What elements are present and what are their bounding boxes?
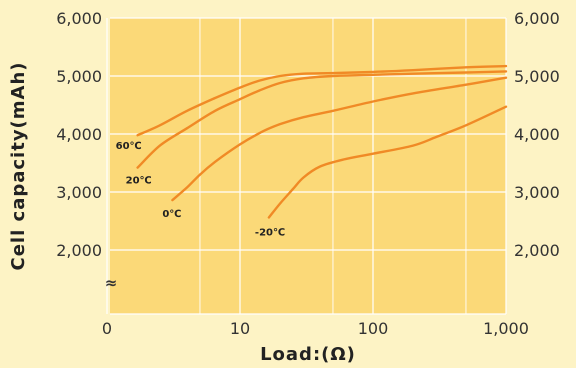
right-y-tick-label: 6,000: [514, 9, 560, 28]
right-y-tick-labels: 2,000 3,000 4,000 5,000 6,000: [514, 9, 560, 260]
grid: [106, 17, 507, 315]
x-tick-label: 1,000: [483, 319, 529, 338]
x-tick-label: 10: [230, 319, 250, 338]
series-lines: [136, 64, 508, 219]
series-line: [171, 76, 508, 202]
series-labels: 60℃ 20℃ 0℃ -20℃: [116, 141, 285, 238]
series-line: [136, 70, 508, 169]
right-y-tick-label: 5,000: [514, 67, 560, 86]
axis-break-symbol: ≈: [105, 274, 118, 292]
series-label: 20℃: [126, 176, 152, 187]
y-tick-label: 4,000: [56, 125, 102, 144]
right-y-tick-label: 2,000: [514, 241, 560, 260]
y-tick-label: 6,000: [56, 9, 102, 28]
x-tick-label: 100: [358, 319, 389, 338]
y-tick-label: 5,000: [56, 67, 102, 86]
x-tick-labels: 0 10 100 1,000: [102, 319, 529, 338]
plot-area: [110, 18, 506, 314]
left-y-tick-labels: 2,000 3,000 4,000 5,000 6,000: [56, 9, 102, 260]
y-tick-label: 2,000: [56, 241, 102, 260]
series-label: 60℃: [116, 141, 142, 152]
series-label: -20℃: [255, 228, 285, 239]
right-y-tick-label: 4,000: [514, 125, 560, 144]
y-tick-label: 3,000: [56, 183, 102, 202]
series-label: 0℃: [162, 209, 181, 220]
series-line: [136, 64, 508, 137]
y-axis-title: Cell capacity(mAh): [8, 61, 29, 270]
series-line: [267, 105, 508, 219]
x-axis-title: Load:(Ω): [260, 344, 356, 365]
right-y-tick-label: 3,000: [514, 183, 560, 202]
x-tick-label: 0: [102, 319, 112, 338]
